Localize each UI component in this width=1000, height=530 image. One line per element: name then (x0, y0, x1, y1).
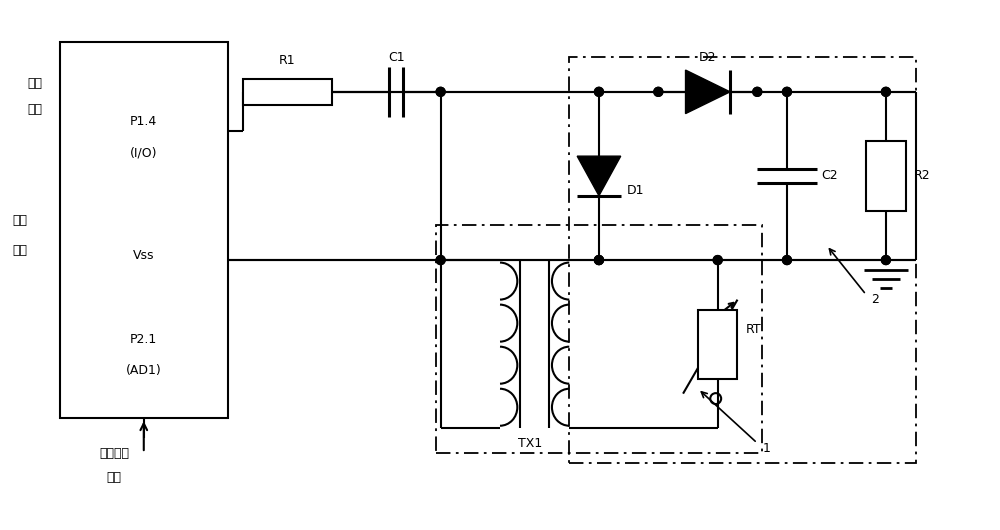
Text: R2: R2 (914, 170, 930, 182)
Text: C1: C1 (388, 51, 404, 64)
Text: 1: 1 (762, 441, 770, 455)
Bar (436, 225, 762, 453)
Circle shape (436, 255, 445, 264)
Text: (AD1): (AD1) (126, 365, 162, 377)
Text: D1: D1 (627, 184, 644, 197)
Circle shape (594, 87, 603, 96)
Circle shape (436, 87, 445, 96)
Circle shape (783, 87, 791, 96)
Circle shape (436, 255, 445, 264)
Polygon shape (686, 70, 730, 113)
Circle shape (881, 255, 890, 264)
Text: RT: RT (745, 323, 761, 336)
Bar (866, 142, 906, 210)
Circle shape (713, 255, 722, 264)
Bar (698, 310, 737, 379)
Circle shape (594, 255, 603, 264)
Circle shape (881, 87, 890, 96)
Circle shape (753, 87, 762, 96)
Text: P1.4: P1.4 (130, 115, 157, 128)
Text: 信号: 信号 (107, 471, 122, 484)
Text: Vss: Vss (133, 249, 155, 262)
Circle shape (783, 255, 791, 264)
Text: 2: 2 (871, 293, 879, 306)
Text: 电压采样: 电压采样 (99, 446, 129, 460)
Circle shape (713, 255, 722, 264)
Text: (I/O): (I/O) (130, 147, 158, 160)
Circle shape (436, 87, 445, 96)
Circle shape (594, 87, 603, 96)
Text: C2: C2 (822, 170, 838, 182)
Text: P2.1: P2.1 (130, 333, 157, 346)
Text: 控制: 控制 (13, 214, 28, 227)
Text: D2: D2 (699, 51, 717, 64)
Circle shape (881, 255, 890, 264)
Text: 信号: 信号 (27, 103, 42, 116)
Circle shape (594, 255, 603, 264)
Circle shape (654, 87, 663, 96)
Circle shape (783, 87, 791, 96)
Circle shape (753, 87, 762, 96)
Bar (243, 79, 332, 105)
Polygon shape (577, 156, 621, 196)
Text: R1: R1 (279, 54, 296, 67)
Text: 方波: 方波 (27, 77, 42, 91)
Circle shape (881, 87, 890, 96)
Circle shape (594, 255, 603, 264)
Text: 芯片: 芯片 (13, 244, 28, 257)
Bar (569, 57, 916, 463)
Circle shape (654, 87, 663, 96)
Circle shape (783, 255, 791, 264)
Bar (60, 42, 228, 418)
Text: TX1: TX1 (518, 437, 542, 449)
